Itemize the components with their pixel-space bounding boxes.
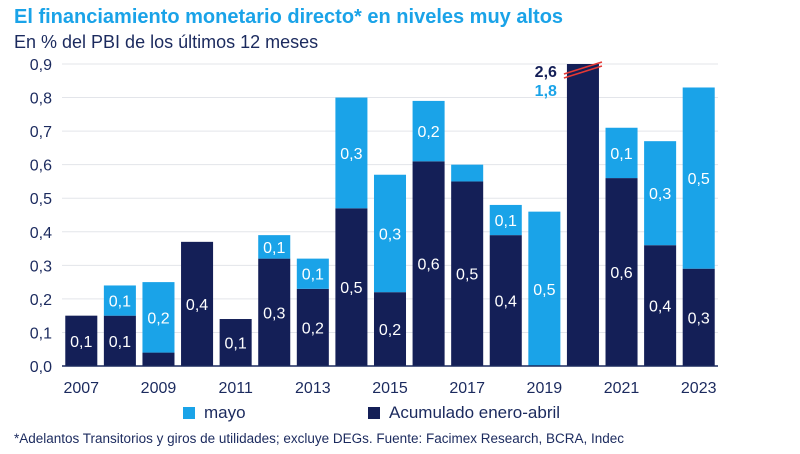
- data-label-acumulado: 0,4: [495, 294, 517, 311]
- data-label-mayo: 0,1: [610, 146, 632, 163]
- bar-acumulado: [219, 319, 252, 366]
- stacked-bar-chart: 0,0 0,1 0,2 0,3 0,4 0,5 0,6 0,7 0,8 0,9 0,1 2007 0,1…: [30, 57, 718, 397]
- data-label-acumulado: 0,1: [70, 334, 92, 351]
- bar-acumulado: [373, 292, 407, 366]
- data-label-acumulado: 0,6: [610, 265, 632, 282]
- bar-mayo: [335, 97, 368, 209]
- bar-acumulado: [682, 268, 715, 366]
- data-label-mayo: 0,1: [263, 240, 285, 257]
- data-label-mayo: 0,1: [302, 267, 324, 284]
- y-tick-label: 0,7: [30, 124, 52, 141]
- chart-subtitle: En % del PBI de los últimos 12 meses: [14, 32, 319, 52]
- bar-mayo: [644, 141, 677, 246]
- data-label-acumulado: 0,2: [379, 322, 401, 339]
- data-label-mayo: 0,2: [147, 310, 169, 327]
- bar-acumulado: [181, 241, 214, 366]
- bar-mayo: [258, 235, 291, 259]
- data-label-acumulado: 0,3: [263, 305, 285, 322]
- legend-label-mayo: mayo: [204, 403, 246, 422]
- y-tick-label: 0,3: [30, 258, 52, 275]
- y-tick-label: 0,2: [30, 292, 52, 309]
- data-label-acumulado: 0,3: [688, 310, 710, 327]
- legend-item-acumulado: Acumulado enero-abril: [368, 403, 560, 423]
- bar-acumulado: [451, 181, 484, 366]
- data-label-mayo: 0,3: [649, 186, 671, 203]
- data-label-acumulado: 0,1: [109, 334, 131, 351]
- bar-mayo: [682, 87, 715, 269]
- bar-acumulado: [566, 64, 599, 366]
- x-tick-label: 2017: [449, 380, 485, 397]
- annotation-mayo: 1,8: [535, 83, 557, 100]
- data-label-acumulado: 0,4: [649, 299, 671, 316]
- data-label-acumulado: 0,2: [302, 320, 324, 337]
- y-tick-label: 0,1: [30, 325, 52, 342]
- bar-acumulado: [489, 235, 522, 366]
- bar-mayo: [142, 282, 175, 353]
- bar-mayo: [489, 204, 522, 236]
- bar-acumulado: [65, 315, 98, 366]
- axis-break-mark: [563, 65, 603, 79]
- bar-mayo: [605, 127, 638, 179]
- bar-mayo: [296, 258, 329, 289]
- axis-break-mark: [563, 61, 603, 75]
- bar-mayo: [412, 100, 445, 162]
- y-tick-label: 0,4: [30, 225, 52, 242]
- x-tick-label: 2009: [141, 380, 177, 397]
- bar-acumulado: [605, 178, 638, 366]
- x-tick-label: 2015: [372, 380, 408, 397]
- y-tick-label: 0,0: [30, 359, 52, 376]
- data-label-acumulado: 0,4: [186, 297, 208, 314]
- data-label-mayo: 0,1: [495, 213, 517, 230]
- legend-item-mayo: mayo: [183, 403, 246, 423]
- bar-acumulado: [142, 352, 175, 366]
- legend-swatch-acumulado: [368, 407, 380, 419]
- bar-mayo: [103, 285, 136, 316]
- data-label-mayo: 0,2: [417, 124, 439, 141]
- x-tick-label: 2011: [218, 380, 253, 397]
- x-tick-label: 2019: [527, 380, 563, 397]
- x-tick-label: 2013: [295, 380, 331, 397]
- data-label-mayo: 0,3: [340, 146, 362, 163]
- y-tick-label: 0,5: [30, 191, 52, 208]
- chart-title: El financiamiento monetario directo* en …: [14, 6, 564, 28]
- data-label-mayo: 0,3: [379, 226, 401, 243]
- x-tick-label: 2021: [604, 380, 640, 397]
- data-label-acumulado: 0,5: [456, 267, 478, 284]
- x-tick-label: 2007: [63, 380, 99, 397]
- annotation-acumulado: 2,6: [535, 64, 557, 81]
- data-label-acumulado: 0,6: [417, 257, 439, 274]
- legend-label-acumulado: Acumulado enero-abril: [389, 403, 561, 422]
- x-tick-label: 2023: [681, 380, 717, 397]
- data-label-mayo: 0,1: [109, 294, 131, 311]
- bar-acumulado: [103, 315, 136, 366]
- data-label-mayo: 0,5: [533, 282, 555, 299]
- data-label-acumulado: 0,5: [340, 280, 362, 297]
- y-tick-label: 0,8: [30, 91, 52, 108]
- bar-acumulado: [258, 258, 291, 366]
- data-label-acumulado: 0,1: [225, 336, 247, 353]
- legend-swatch-mayo: [183, 407, 195, 419]
- bar-mayo: [528, 211, 561, 366]
- bar-acumulado: [412, 161, 445, 366]
- y-tick-label: 0,6: [30, 158, 52, 175]
- bar-mayo: [373, 174, 407, 293]
- bar-acumulado: [644, 245, 677, 366]
- footnote: *Adelantos Transitorios y giros de utili…: [14, 431, 625, 446]
- bar-acumulado: [335, 208, 368, 366]
- y-tick-label: 0,9: [30, 57, 52, 74]
- bar-acumulado: [296, 288, 329, 366]
- bar-mayo: [451, 164, 484, 182]
- data-label-mayo: 0,5: [688, 171, 710, 188]
